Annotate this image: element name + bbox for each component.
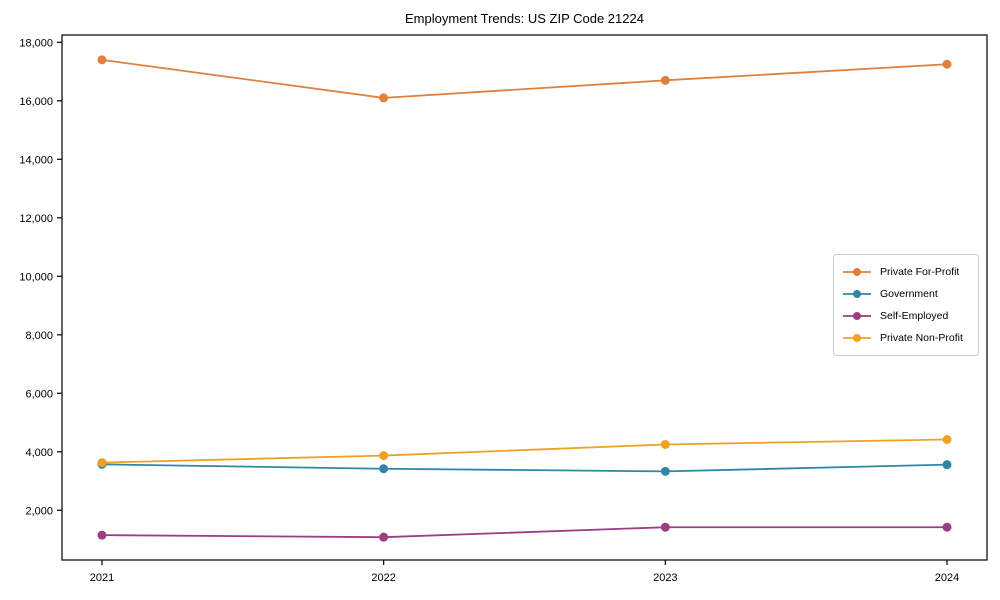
legend-line-marker-icon bbox=[843, 268, 871, 276]
data-point-private-for-profit bbox=[97, 55, 107, 65]
series-line-private-for-profit bbox=[101, 58, 948, 99]
x-tick-label: 2023 bbox=[653, 572, 677, 584]
x-tick-label: 2021 bbox=[90, 572, 114, 584]
y-tick-label: 8,000 bbox=[25, 330, 53, 342]
y-tick-label: 4,000 bbox=[25, 447, 53, 459]
legend-line-marker-icon bbox=[843, 290, 871, 298]
legend-label: Self-Employed bbox=[880, 310, 949, 322]
data-point-government bbox=[379, 464, 389, 474]
legend-line-marker-icon bbox=[843, 334, 871, 342]
data-point-private-non-profit bbox=[942, 434, 952, 444]
data-point-private-for-profit bbox=[660, 75, 670, 85]
legend-line-marker-icon bbox=[843, 312, 871, 320]
y-tick-label: 10,000 bbox=[19, 271, 53, 283]
x-tick-label: 2022 bbox=[371, 572, 395, 584]
legend-label: Private For-Profit bbox=[880, 266, 960, 278]
series-line-private-non-profit bbox=[101, 438, 948, 464]
legend-item: Private Non-Profit bbox=[842, 328, 970, 348]
data-point-government bbox=[660, 466, 670, 476]
y-tick-label: 6,000 bbox=[25, 388, 53, 400]
x-tick-label: 2024 bbox=[935, 572, 959, 584]
data-point-self-employed bbox=[660, 522, 670, 532]
chart-title: Employment Trends: US ZIP Code 21224 bbox=[405, 11, 644, 26]
plot-border bbox=[61, 34, 988, 561]
data-point-private-for-profit bbox=[379, 93, 389, 103]
y-tick-label: 2,000 bbox=[25, 505, 53, 517]
data-point-government bbox=[942, 460, 952, 470]
legend-label: Private Non-Profit bbox=[880, 332, 963, 344]
series-line-self-employed bbox=[101, 526, 948, 539]
data-point-private-non-profit bbox=[379, 451, 389, 461]
data-point-self-employed bbox=[379, 532, 389, 542]
legend-item: Private For-Profit bbox=[842, 262, 970, 282]
legend-item: Self-Employed bbox=[842, 306, 970, 326]
legend-label: Government bbox=[880, 288, 938, 300]
data-point-self-employed bbox=[97, 530, 107, 540]
y-tick-label: 18,000 bbox=[19, 37, 53, 49]
data-point-self-employed bbox=[942, 522, 952, 532]
y-tick-label: 12,000 bbox=[19, 213, 53, 225]
y-tick-label: 14,000 bbox=[19, 154, 53, 166]
series-line-government bbox=[101, 463, 948, 473]
y-tick-label: 16,000 bbox=[19, 96, 53, 108]
legend-item: Government bbox=[842, 284, 970, 304]
legend: Private For-Profit Government Self-Employe… bbox=[833, 254, 979, 356]
data-point-private-for-profit bbox=[942, 59, 952, 69]
data-point-private-non-profit bbox=[97, 458, 107, 468]
data-point-private-non-profit bbox=[660, 439, 670, 449]
